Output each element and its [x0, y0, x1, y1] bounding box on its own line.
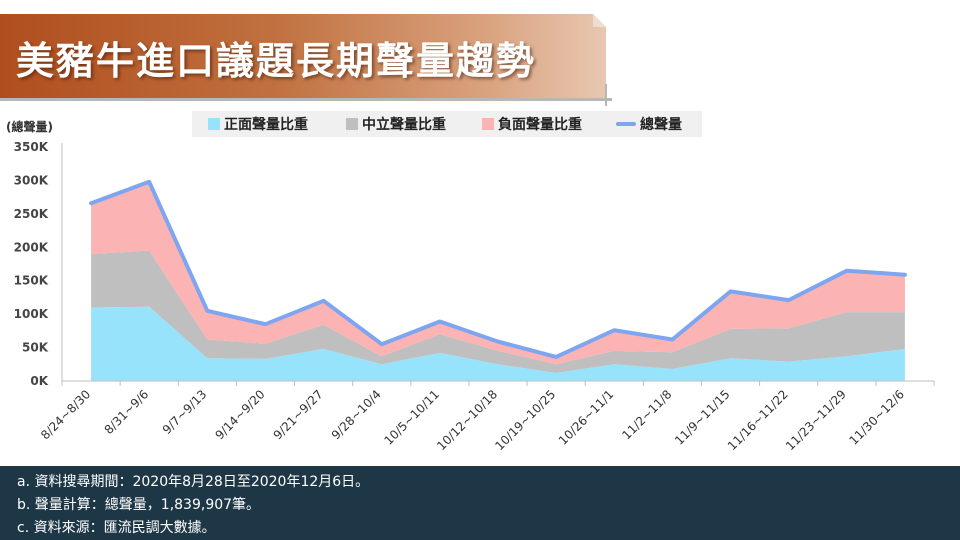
legend-label-negative: 負面聲量比重: [498, 117, 582, 133]
x-tick-label: 10/12~10/18: [434, 387, 500, 453]
x-tick-label: 11/2~11/8: [619, 387, 674, 442]
point-total-11: [730, 290, 731, 292]
x-tick-label: 11/30~12/6: [846, 387, 907, 448]
y-tick-label: 50K: [22, 341, 49, 355]
x-tick-label: 11/16~11/22: [725, 387, 791, 453]
y-tick-label: 200K: [14, 240, 49, 254]
legend-item-neutral: 中立聲量比重: [346, 115, 446, 133]
x-tick-label: 10/26~11/1: [556, 387, 617, 448]
y-axis-label: (總聲量): [6, 120, 53, 134]
point-total-6: [439, 321, 441, 322]
legend-item-negative: 負面聲量比重: [482, 115, 582, 133]
x-tick-label: 9/21~9/27: [271, 387, 326, 442]
x-tick-label: 8/24~8/30: [38, 387, 93, 442]
title-banner-fold: [593, 14, 606, 27]
x-tick-label: 11/23~11/29: [783, 387, 849, 453]
title-banner: [0, 14, 606, 98]
legend-item-total: 總聲量: [616, 115, 682, 133]
point-total-9: [613, 329, 615, 331]
y-tick-label: 250K: [14, 207, 49, 221]
y-tick-label: 150K: [14, 274, 49, 288]
x-tick-label: 9/14~9/20: [213, 387, 268, 442]
page-title: 美豬牛進口議題長期聲量趨勢: [16, 39, 537, 83]
point-total-4: [323, 300, 325, 302]
y-tick-label: 300K: [14, 173, 49, 187]
legend-line-total: [616, 122, 636, 126]
x-tick-label: 9/7~9/13: [160, 387, 210, 437]
point-total-14: [904, 274, 906, 276]
area-neutral: [91, 250, 905, 373]
note-data-source: c. 資料來源：匯流民調大數據。: [17, 520, 216, 536]
point-total-12: [788, 299, 790, 301]
legend-item-positive: 正面聲量比重: [208, 115, 308, 133]
notes-panel: a. 資料搜尋期間：2020年8月28日至2020年12月6日。 b. 聲量計算…: [0, 466, 960, 540]
chart-legend: 正面聲量比重 中立聲量比重 負面聲量比重 總聲量: [192, 111, 702, 137]
point-total-5: [381, 343, 383, 345]
y-tick-label: 350K: [14, 140, 49, 154]
point-total-1: [148, 181, 150, 183]
x-tick-label: 10/5~10/11: [381, 387, 442, 448]
note-search-period: a. 資料搜尋期間：2020年8月28日至2020年12月6日。: [17, 474, 370, 490]
y-tick-label: 100K: [14, 307, 49, 321]
title-underline: [0, 98, 612, 101]
x-tick-label: 9/28~10/4: [329, 387, 384, 442]
legend-label-total: 總聲量: [640, 117, 682, 133]
legend-swatch-neutral: [346, 118, 358, 130]
x-tick-label: 8/31~9/6: [102, 387, 152, 437]
point-total-3: [265, 323, 266, 325]
point-total-8: [555, 356, 557, 358]
point-total-13: [846, 270, 848, 272]
note-volume-calculation: b. 聲量計算：總聲量，1,839,907筆。: [17, 497, 261, 513]
volume-area-chart: 0K 50K 100K 150K 200K 250K 300K 350K 8/24~8/30 8/…: [14, 140, 935, 453]
area-positive: [91, 306, 905, 381]
legend-label-positive: 正面聲量比重: [224, 117, 308, 133]
point-total-10: [671, 339, 673, 340]
legend-swatch-negative: [482, 118, 494, 130]
legend-label-neutral: 中立聲量比重: [362, 117, 446, 133]
point-total-7: [497, 341, 499, 343]
point-total-0: [90, 202, 92, 204]
title-tick: [605, 84, 607, 106]
area-negative: [91, 181, 905, 365]
x-tick-label: 10/19~10/25: [492, 387, 558, 453]
legend-swatch-positive: [208, 118, 220, 130]
point-total-2: [206, 310, 208, 312]
y-tick-label: 0K: [30, 374, 48, 388]
x-tick-label: 11/9~11/15: [672, 387, 733, 448]
